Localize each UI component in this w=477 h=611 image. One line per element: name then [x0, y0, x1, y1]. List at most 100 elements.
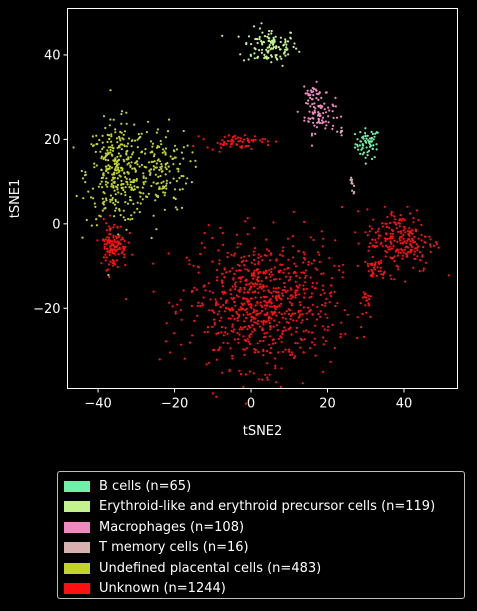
scatter-point [95, 134, 98, 137]
scatter-point [131, 253, 134, 256]
scatter-point [279, 385, 282, 389]
scatter-point [371, 255, 374, 259]
scatter-point [257, 378, 260, 381]
scatter-point [226, 255, 229, 259]
scatter-point [130, 180, 133, 184]
scatter-point [327, 115, 330, 118]
scatter-point [93, 202, 96, 205]
scatter-point [415, 209, 419, 212]
scatter-point [278, 277, 281, 281]
scatter-point [140, 163, 143, 167]
scatter-point [173, 332, 176, 335]
scatter-point [107, 238, 110, 242]
scatter-point [263, 254, 266, 257]
scatter-point [332, 116, 335, 119]
scatter-point [134, 169, 137, 172]
scatter-point [212, 310, 215, 313]
scatter-point [114, 167, 117, 170]
scatter-point [244, 325, 247, 328]
scatter-point [118, 208, 121, 211]
scatter-point [366, 299, 369, 302]
scatter-point [236, 331, 239, 335]
scatter-point [264, 138, 267, 141]
scatter-point [319, 293, 322, 296]
scatter-point [410, 229, 413, 232]
scatter-point [245, 316, 248, 320]
scatter-point [186, 144, 189, 147]
scatter-point [252, 258, 256, 262]
scatter-point [113, 246, 116, 249]
scatter-point [215, 300, 218, 303]
scatter-point [313, 259, 316, 262]
scatter-point [265, 238, 268, 241]
scatter-point [364, 304, 367, 307]
scatter-point [259, 139, 262, 142]
scatter-point [221, 272, 224, 275]
legend: B cells (n=65) Erythroid-like and erythro… [57, 471, 465, 599]
scatter-point [112, 264, 115, 267]
legend-item: Erythroid-like and erythroid precursor c… [64, 497, 458, 518]
scatter-point [250, 147, 253, 151]
scatter-point [262, 295, 265, 298]
scatter-point [116, 168, 119, 171]
scatter-point [311, 116, 314, 120]
scatter-point [280, 313, 283, 316]
scatter-point [113, 162, 116, 166]
scatter-point [263, 35, 267, 38]
scatter-point [237, 308, 240, 311]
scatter-point [102, 173, 105, 176]
scatter-point [105, 199, 108, 202]
legend-swatch [64, 480, 90, 492]
scatter-point [307, 117, 310, 120]
scatter-point [235, 143, 238, 146]
scatter-point [158, 168, 161, 172]
scatter-point [127, 156, 130, 159]
scatter-point [413, 240, 417, 244]
scatter-point [397, 249, 400, 252]
scatter-point [320, 96, 323, 99]
scatter-point [120, 238, 123, 241]
scatter-point [362, 151, 366, 154]
scatter-point [242, 138, 246, 141]
scatter-point [131, 217, 134, 220]
scatter-point [406, 230, 410, 233]
scatter-point [175, 148, 178, 151]
scatter-point [222, 304, 225, 307]
scatter-point [249, 312, 252, 315]
scatter-point [243, 353, 246, 356]
scatter-point [262, 40, 265, 44]
scatter-point [153, 153, 156, 156]
scatter-point [138, 211, 141, 214]
scatter-point [302, 351, 305, 354]
scatter-point [193, 319, 196, 322]
scatter-point [180, 318, 183, 321]
scatter-point [246, 268, 249, 271]
scatter-point [282, 246, 285, 249]
scatter-point [270, 32, 273, 35]
scatter-point [304, 92, 307, 95]
scatter-point [173, 144, 177, 147]
scatter-point [165, 179, 168, 182]
scatter-point [205, 363, 208, 366]
scatter-point [114, 193, 117, 196]
scatter-point [317, 118, 321, 121]
scatter-point [145, 177, 148, 180]
scatter-point [254, 48, 257, 51]
scatter-point [325, 297, 328, 300]
scatter-point [395, 264, 398, 267]
scatter-point [178, 162, 181, 165]
scatter-point [114, 131, 117, 134]
scatter-point [308, 347, 311, 350]
scatter-point [113, 189, 116, 192]
scatter-point [353, 133, 357, 136]
scatter-point [257, 256, 260, 259]
scatter-point [95, 143, 98, 146]
scatter-point [110, 179, 113, 182]
scatter-point [429, 245, 432, 248]
scatter-point [123, 172, 126, 175]
scatter-point [133, 188, 136, 191]
scatter-point [162, 148, 165, 151]
scatter-point [365, 137, 368, 140]
scatter-point [243, 348, 247, 351]
scatter-point [239, 326, 242, 329]
